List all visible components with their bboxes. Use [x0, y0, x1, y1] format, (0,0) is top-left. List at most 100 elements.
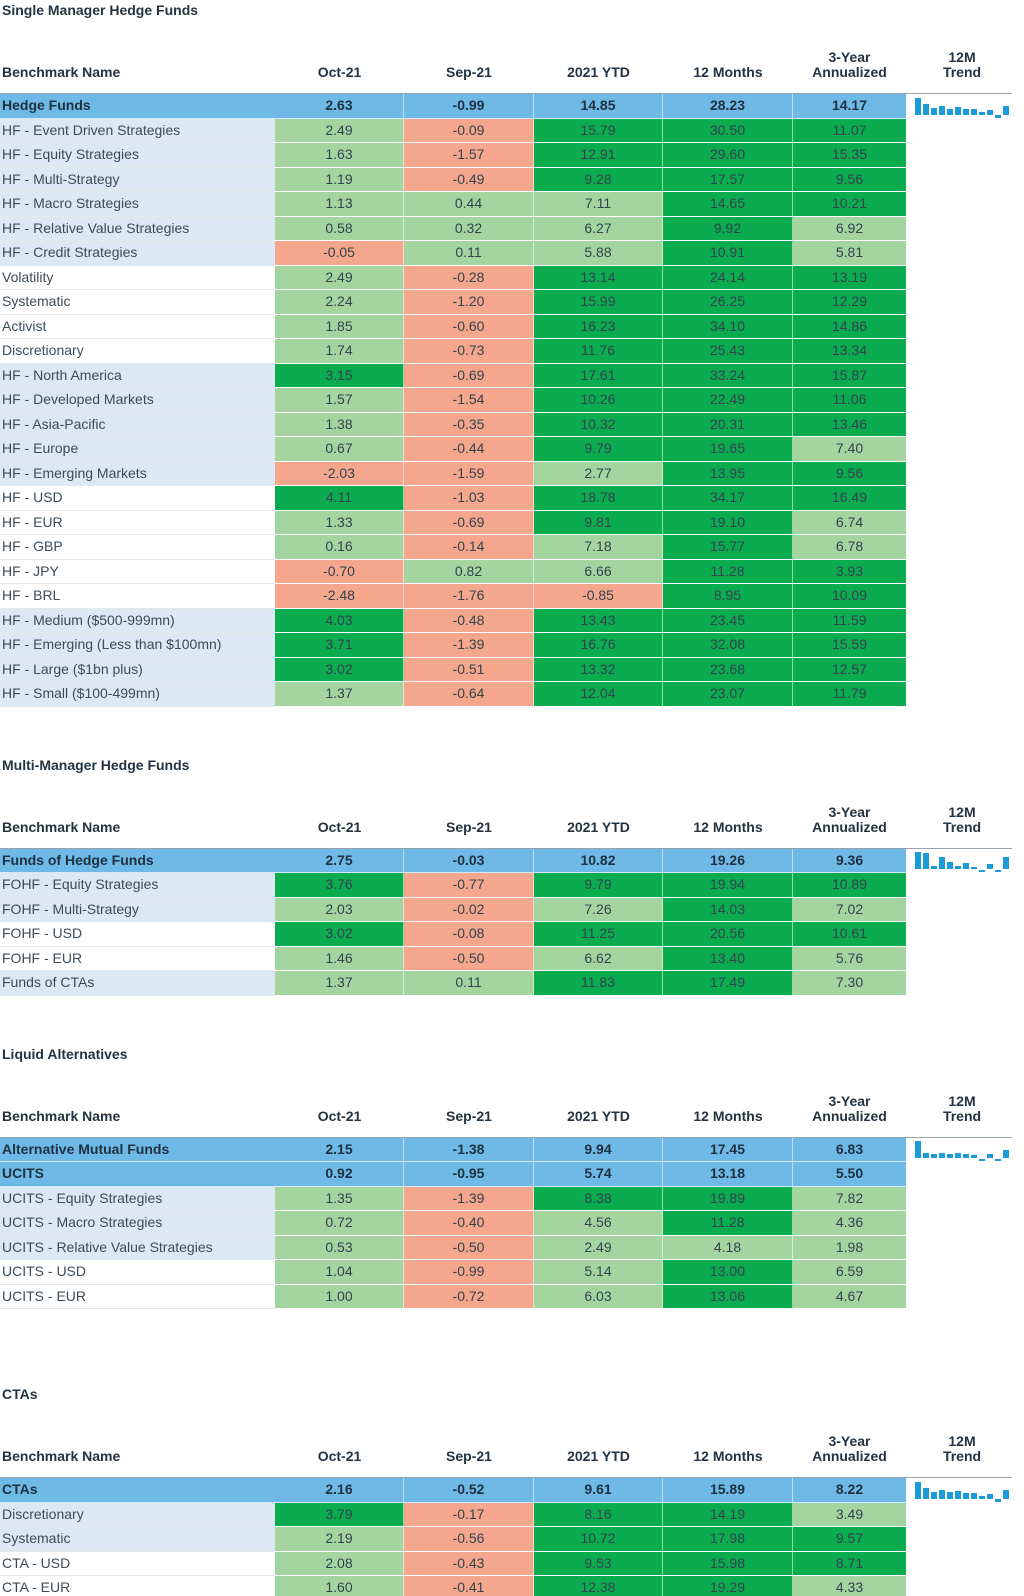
- trend-cell: [912, 241, 1012, 266]
- table-row-ucits-equity-strategies: UCITS - Equity Strategies 1.35 -1.39 8.38 19…: [0, 1186, 1012, 1211]
- section-ctas: CTAs Benchmark Name Oct-21 Sep-21 2021 YTD 1…: [0, 1384, 1012, 1596]
- value-cell-2021-ytd: 2.77: [534, 461, 663, 486]
- value-cell-3-year-annualized: 15.59: [793, 633, 906, 658]
- column-header-label: Oct-21: [317, 1448, 362, 1464]
- value-cell-2021-ytd: 8.38: [534, 1186, 663, 1211]
- spark-bar: [915, 1481, 921, 1499]
- table-row-hf-relative-value-strategies: HF - Relative Value Strategies 0.58 0.32 6.…: [0, 216, 1012, 241]
- value-cell-12-months: 25.43: [663, 339, 793, 364]
- trend-cell: [912, 412, 1012, 437]
- trend-sparkline: [912, 850, 1009, 873]
- column-header-label: 2021 YTD: [567, 1107, 630, 1124]
- value-cell-12-months: 13.40: [663, 946, 793, 971]
- value-cell-oct-21: 1.85: [275, 314, 404, 339]
- spark-bar: [987, 1154, 993, 1158]
- value-cell-3-year-annualized: 5.50: [793, 1162, 906, 1187]
- column-header-label: Annualized: [812, 818, 887, 835]
- benchmark-name-cell: UCITS - Equity Strategies: [0, 1186, 275, 1211]
- trend-cell: [912, 192, 1012, 217]
- value-cell-sep-21: -0.51: [404, 657, 534, 682]
- value-cell-3-year-annualized: 9.56: [793, 167, 906, 192]
- table-row-hf-macro-strategies: HF - Macro Strategies 1.13 0.44 7.11 14.65 10…: [0, 192, 1012, 217]
- column-header-label: Benchmark Name: [2, 1107, 121, 1124]
- value-cell-12-months: 29.60: [663, 143, 793, 168]
- spark-bar: [971, 109, 977, 115]
- value-cell-12-months: 34.17: [663, 486, 793, 511]
- value-cell-12-months: 14.19: [663, 1502, 793, 1527]
- trend-cell: [912, 657, 1012, 682]
- column-header-label: 12M: [948, 1092, 976, 1109]
- value-cell-sep-21: -0.52: [404, 1478, 534, 1503]
- column-header-label: 2021 YTD: [567, 818, 630, 835]
- spark-bar: [1003, 1150, 1009, 1158]
- trend-cell: [912, 1284, 1012, 1309]
- value-cell-2021-ytd: 6.03: [534, 1284, 663, 1309]
- column-header-label: Trend: [942, 818, 982, 835]
- trend-cell: [912, 946, 1012, 971]
- column-header-oct-21: Oct-21: [275, 65, 404, 80]
- summary-row-ctas: CTAs 2.16 -0.52 9.61 15.89 8.22: [0, 1478, 1012, 1503]
- table-row-hf-event-driven-strategies: HF - Event Driven Strategies 2.49 -0.09 15.…: [0, 118, 1012, 143]
- value-cell-oct-21: 1.74: [275, 339, 404, 364]
- value-cell-sep-21: -0.72: [404, 1284, 534, 1309]
- value-cell-2021-ytd: 9.61: [534, 1478, 663, 1503]
- column-header-label: 3-Year: [828, 1092, 871, 1109]
- table-row-ucits-macro-strategies: UCITS - Macro Strategies 0.72 -0.40 4.56 11.…: [0, 1211, 1012, 1236]
- column-header-label: 12 Months: [693, 1107, 763, 1124]
- column-header-label: 3-Year: [828, 49, 871, 65]
- value-cell-3-year-annualized: 14.86: [793, 314, 906, 339]
- spark-bar: [939, 1153, 945, 1158]
- benchmark-name-cell: HF - JPY: [0, 559, 275, 584]
- value-cell-12-months: 22.49: [663, 388, 793, 413]
- column-header-label: Trend: [942, 64, 982, 80]
- column-header-3-year-annualized: 3-Year Annualized: [793, 50, 906, 80]
- value-cell-12-months: 23.68: [663, 657, 793, 682]
- column-header-label: Oct-21: [317, 818, 362, 835]
- spark-bar: [923, 852, 929, 869]
- table-header-row: Benchmark Name Oct-21 Sep-21 2021 YTD 12 Mon…: [0, 18, 1012, 94]
- section-liquid-alternatives: Liquid Alternatives Benchmark Name Oct-21…: [0, 1044, 1012, 1309]
- trend-cell: [912, 535, 1012, 560]
- column-header-sep-21: Sep-21: [404, 819, 534, 835]
- column-header-3-year-annualized: 3-Year Annualized: [793, 1092, 906, 1124]
- column-header-2021-ytd: 2021 YTD: [534, 1107, 663, 1124]
- spark-bar: [987, 110, 993, 115]
- value-cell-oct-21: 3.02: [275, 922, 404, 947]
- trend-cell: [912, 1260, 1012, 1285]
- table-body: Hedge Funds 2.63 -0.99 14.85 28.23 14.17 HF - …: [0, 94, 1012, 707]
- value-cell-3-year-annualized: 13.34: [793, 339, 906, 364]
- benchmark-name-cell: CTA - USD: [0, 1551, 275, 1576]
- summary-row-hedge-funds: Hedge Funds 2.63 -0.99 14.85 28.23 14.17: [0, 94, 1012, 119]
- benchmark-name-cell: HF - Equity Strategies: [0, 143, 275, 168]
- table-body: CTAs 2.16 -0.52 9.61 15.89 8.22 Discretionary 3…: [0, 1478, 1012, 1596]
- trend-cell: [912, 559, 1012, 584]
- table-row-funds-of-ctas: Funds of CTAs 1.37 0.11 11.83 17.49 7.30: [0, 971, 1012, 996]
- spark-bar: [923, 1488, 929, 1499]
- value-cell-oct-21: 2.15: [275, 1137, 404, 1162]
- value-cell-2021-ytd: 4.56: [534, 1211, 663, 1236]
- value-cell-2021-ytd: 13.14: [534, 265, 663, 290]
- spark-bar: [947, 1492, 953, 1499]
- column-header-sep-21: Sep-21: [404, 1107, 534, 1124]
- benchmark-name-cell: HF - Developed Markets: [0, 388, 275, 413]
- value-cell-oct-21: 1.63: [275, 143, 404, 168]
- benchmark-name-cell: Hedge Funds: [0, 94, 275, 119]
- trend-cell: [912, 922, 1012, 947]
- column-header-label: Trend: [942, 1107, 982, 1124]
- value-cell-sep-21: -1.39: [404, 633, 534, 658]
- value-cell-sep-21: 0.82: [404, 559, 534, 584]
- table-row-hf-eur: HF - EUR 1.33 -0.69 9.81 19.10 6.74: [0, 510, 1012, 535]
- column-header-label: Sep-21: [446, 1107, 492, 1124]
- spark-bar: [979, 869, 985, 872]
- value-cell-sep-21: -0.56: [404, 1527, 534, 1552]
- value-cell-2021-ytd: 15.79: [534, 118, 663, 143]
- trend-cell: [912, 897, 1012, 922]
- value-cell-2021-ytd: 11.25: [534, 922, 663, 947]
- benchmark-name-cell: FOHF - EUR: [0, 946, 275, 971]
- value-cell-3-year-annualized: 3.49: [793, 1502, 906, 1527]
- value-cell-oct-21: -0.70: [275, 559, 404, 584]
- value-cell-12-months: 24.14: [663, 265, 793, 290]
- table-row-ucits-eur: UCITS - EUR 1.00 -0.72 6.03 13.06 4.67: [0, 1284, 1012, 1309]
- value-cell-12-months: 30.50: [663, 118, 793, 143]
- table-row-hf-europe: HF - Europe 0.67 -0.44 9.79 19.65 7.40: [0, 437, 1012, 462]
